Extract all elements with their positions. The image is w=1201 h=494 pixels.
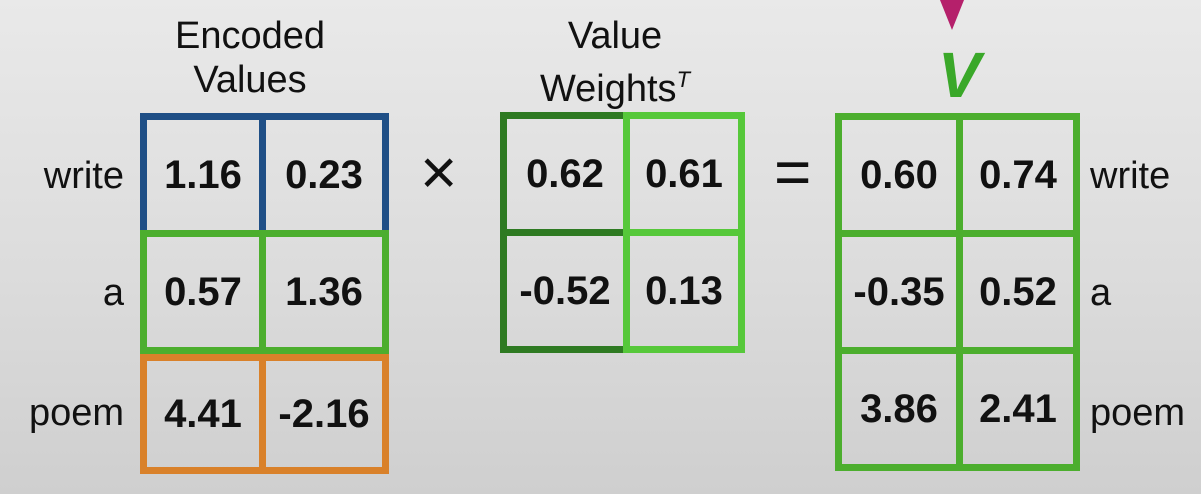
weights-title-line1: Value	[567, 15, 663, 57]
v-cell-write-1: 0.60	[835, 113, 963, 237]
v-cell-write-2: 0.74	[956, 113, 1080, 237]
encoded-cell-poem-2: -2.16	[259, 354, 389, 474]
v-cell-a-1: -0.35	[835, 230, 963, 354]
encoded-title-line1: Encoded	[174, 15, 325, 57]
weights-cell-1-2: 0.61	[623, 112, 745, 236]
encoded-title-line2: Values	[193, 59, 307, 101]
weights-cell-2-1: -0.52	[500, 229, 630, 353]
equals-operator: =	[774, 136, 812, 208]
encoded-cell-write-2: 0.23	[259, 113, 389, 237]
weights-cell-2-2: 0.13	[623, 229, 745, 353]
encoded-cell-write-1: 1.16	[140, 113, 266, 237]
v-cell-poem-2: 2.41	[956, 347, 1080, 471]
encoded-cell-a-1: 0.57	[140, 230, 266, 354]
row-label-poem-right: poem	[1090, 392, 1186, 434]
row-label-write-left: write	[43, 155, 124, 197]
row-label-a-right: a	[1090, 272, 1112, 314]
weights-title-line2: WeightsT	[505, 58, 725, 111]
multiply-operator: ×	[420, 136, 458, 208]
weights-cell-1-1: 0.62	[500, 112, 630, 236]
v-matrix-title: V	[938, 39, 981, 111]
down-arrow-icon	[928, 0, 976, 30]
transpose-superscript: T	[676, 67, 691, 92]
weights-title-word: Weights	[539, 68, 677, 110]
value-weights-title: Value WeightsT	[505, 14, 725, 111]
row-label-write-right: write	[1090, 155, 1171, 197]
encoded-values-title: Encoded Values	[140, 14, 360, 102]
row-label-poem-left: poem	[28, 392, 124, 434]
v-cell-poem-1: 3.86	[835, 347, 963, 471]
encoded-cell-poem-1: 4.41	[140, 354, 266, 474]
v-cell-a-2: 0.52	[956, 230, 1080, 354]
row-label-a-left: a	[102, 272, 124, 314]
encoded-cell-a-2: 1.36	[259, 230, 389, 354]
